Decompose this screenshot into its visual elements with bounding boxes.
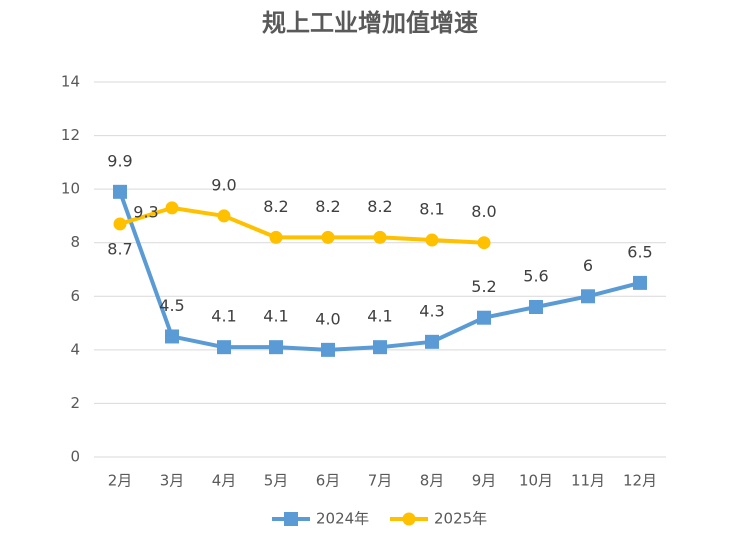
data-label: 8.2 (263, 197, 288, 216)
data-point (581, 289, 595, 304)
data-point (217, 340, 231, 355)
data-label: 4.5 (159, 296, 184, 315)
data-label: 6 (583, 256, 593, 275)
y-tick-label: 14 (61, 73, 80, 91)
y-tick-label: 10 (61, 180, 80, 198)
y-tick-label: 8 (70, 233, 80, 251)
legend-marker (284, 512, 298, 526)
x-tick-label: 8月 (420, 472, 445, 490)
data-label: 4.0 (315, 309, 340, 328)
data-point (269, 340, 283, 355)
data-point (477, 310, 491, 325)
y-tick-label: 4 (70, 340, 80, 358)
x-tick-label: 5月 (264, 472, 289, 490)
chart-title: 规上工业增加值增速 (262, 9, 478, 37)
y-tick-label: 12 (61, 126, 80, 144)
data-point (373, 230, 387, 244)
data-point (477, 236, 491, 250)
x-tick-label: 2月 (108, 472, 133, 490)
data-label: 8.7 (107, 239, 132, 258)
data-label: 4.1 (263, 307, 288, 326)
data-point (529, 300, 543, 314)
x-tick-label: 11月 (571, 472, 605, 490)
data-point (425, 233, 439, 247)
data-point (113, 184, 127, 199)
x-tick-label: 10月 (519, 472, 553, 490)
data-label: 8.1 (419, 200, 444, 219)
data-point (321, 342, 335, 357)
data-label: 4.3 (419, 301, 444, 320)
data-label: 8.2 (367, 197, 392, 216)
data-label: 4.1 (367, 307, 392, 326)
data-point (425, 334, 439, 349)
y-tick-label: 6 (70, 287, 80, 305)
x-tick-label: 4月 (212, 472, 237, 490)
x-tick-label: 6月 (316, 472, 341, 490)
data-label: 8.2 (315, 197, 340, 216)
data-point (165, 329, 179, 344)
data-point (633, 275, 647, 290)
x-tick-label: 3月 (160, 472, 185, 490)
data-label: 9.0 (211, 175, 236, 194)
data-label: 5.2 (471, 277, 496, 296)
data-point (217, 209, 231, 223)
data-point (373, 340, 387, 355)
x-tick-label: 12月 (623, 472, 657, 490)
data-label: 9.3 (133, 202, 158, 221)
data-label: 4.1 (211, 307, 236, 326)
data-point (165, 201, 179, 215)
x-tick-label: 7月 (368, 472, 393, 490)
data-point (321, 230, 335, 244)
data-label: 6.5 (627, 242, 652, 261)
y-tick-label: 2 (70, 394, 80, 412)
legend-label: 2024年 (316, 510, 369, 528)
legend-item: 2025年 (390, 510, 487, 528)
data-label: 9.9 (107, 151, 132, 170)
data-point (113, 217, 127, 231)
y-tick-label: 0 (70, 448, 80, 466)
series-line (119, 205, 485, 245)
x-tick-label: 9月 (472, 472, 497, 490)
data-label: 5.6 (523, 267, 548, 286)
legend-label: 2025年 (434, 510, 487, 528)
legend-marker (402, 512, 416, 526)
legend-item: 2024年 (272, 510, 369, 528)
data-label: 8.0 (471, 202, 496, 221)
data-point (269, 230, 283, 244)
